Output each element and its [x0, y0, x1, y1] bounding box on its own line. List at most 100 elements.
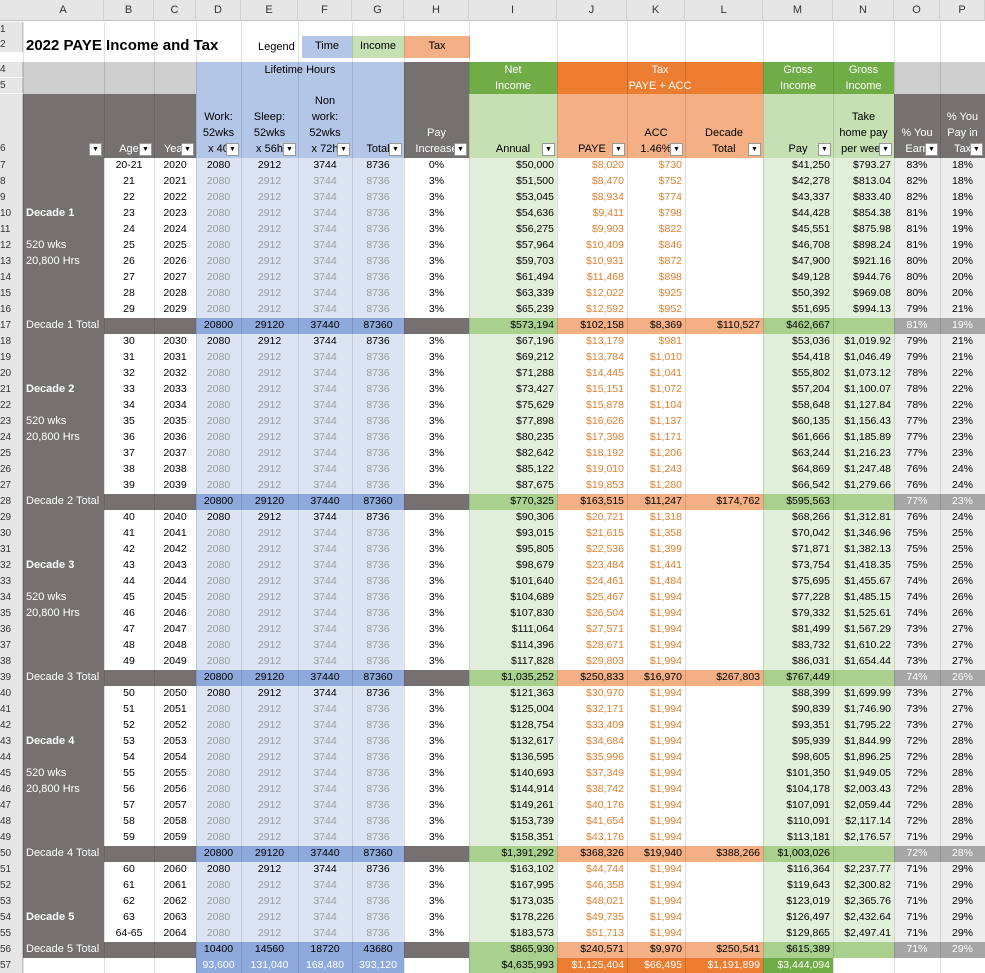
row-header[interactable]: 50: [0, 846, 23, 862]
row-header[interactable]: 10: [0, 206, 23, 222]
gpay-header-filter[interactable]: ▼: [818, 143, 831, 156]
youpay-header-filter[interactable]: ▼: [970, 143, 983, 156]
annual-net-cell: $67,196: [516, 335, 554, 347]
row-header[interactable]: 52: [0, 878, 23, 894]
nonwork-header-filter[interactable]: ▼: [337, 143, 350, 156]
row-header[interactable]: 47: [0, 798, 23, 814]
row-header[interactable]: 8: [0, 174, 23, 190]
annual-header-filter[interactable]: ▼: [542, 143, 555, 156]
row-header[interactable]: 56: [0, 942, 23, 958]
work-hours-cell: 2080: [206, 511, 231, 523]
paye-cell: $23,484: [586, 559, 624, 571]
row-header[interactable]: 53: [0, 894, 23, 910]
row-header[interactable]: 44: [0, 750, 23, 766]
sleep-header-filter[interactable]: ▼: [283, 143, 296, 156]
row-header[interactable]: 15: [0, 286, 23, 302]
row-header[interactable]: 51: [0, 862, 23, 878]
row-header[interactable]: 34: [0, 590, 23, 606]
decade-total-label: Decade 5 Total: [26, 943, 100, 955]
annual-net-cell: $73,427: [516, 383, 554, 395]
row-header[interactable]: 33: [0, 574, 23, 590]
grand-acc: $66,495: [644, 959, 682, 971]
a-filter[interactable]: ▼: [89, 143, 102, 156]
row-header[interactable]: 54: [0, 910, 23, 926]
row-header[interactable]: 14: [0, 270, 23, 286]
row-header[interactable]: 16: [0, 302, 23, 318]
work-header-filter[interactable]: ▼: [226, 143, 239, 156]
row-header[interactable]: 43: [0, 734, 23, 750]
column-header-p[interactable]: P: [940, 0, 985, 21]
row-header[interactable]: 36: [0, 622, 23, 638]
row-header[interactable]: 31: [0, 542, 23, 558]
row-header[interactable]: 45: [0, 766, 23, 782]
row-header[interactable]: 39: [0, 670, 23, 686]
column-header-i[interactable]: I: [469, 0, 557, 21]
acc-cell: $774: [658, 191, 682, 203]
row-header[interactable]: 46: [0, 782, 23, 798]
row-header[interactable]: 5: [0, 78, 23, 93]
year-cell: 2049: [163, 655, 187, 667]
row-header[interactable]: 6: [0, 94, 23, 158]
pay-increase-cell: 3%: [428, 719, 445, 731]
total-header-filter[interactable]: ▼: [389, 143, 402, 156]
row-header[interactable]: 12: [0, 238, 23, 254]
nonwork-hours-cell: 3744: [313, 543, 337, 555]
row-header[interactable]: 13: [0, 254, 23, 270]
row-header[interactable]: 4: [0, 62, 23, 77]
column-header-e[interactable]: E: [241, 0, 298, 21]
column-header-d[interactable]: D: [196, 0, 241, 21]
row-header[interactable]: 35: [0, 606, 23, 622]
row-header[interactable]: 9: [0, 190, 23, 206]
column-header-k[interactable]: K: [627, 0, 685, 21]
column-header-f[interactable]: F: [298, 0, 352, 21]
row-header[interactable]: 42: [0, 718, 23, 734]
row-header[interactable]: 28: [0, 494, 23, 510]
age-header-filter[interactable]: ▼: [139, 143, 152, 156]
column-header-g[interactable]: G: [352, 0, 404, 21]
row-header[interactable]: 38: [0, 654, 23, 670]
row-header[interactable]: 24: [0, 430, 23, 446]
row-header[interactable]: 23: [0, 414, 23, 430]
column-header-b[interactable]: B: [104, 0, 154, 21]
column-header-n[interactable]: N: [833, 0, 894, 21]
row-header[interactable]: 48: [0, 814, 23, 830]
column-header-o[interactable]: O: [894, 0, 940, 21]
row-header[interactable]: 1: [0, 22, 23, 37]
decade-header-filter[interactable]: ▼: [748, 143, 761, 156]
row-header[interactable]: 21: [0, 382, 23, 398]
row-header[interactable]: 57: [0, 958, 23, 973]
row-header[interactable]: 37: [0, 638, 23, 654]
year-header-filter[interactable]: ▼: [181, 143, 194, 156]
pay-inc-header-filter[interactable]: ▼: [454, 143, 467, 156]
row-header[interactable]: 30: [0, 526, 23, 542]
row-header[interactable]: 19: [0, 350, 23, 366]
column-header-c[interactable]: C: [154, 0, 196, 21]
annual-net-cell: $132,617: [510, 735, 554, 747]
take-header-filter[interactable]: ▼: [879, 143, 892, 156]
column-header-l[interactable]: L: [685, 0, 763, 21]
row-header[interactable]: 29: [0, 510, 23, 526]
row-header[interactable]: 32: [0, 558, 23, 574]
row-header[interactable]: 25: [0, 446, 23, 462]
column-header-h[interactable]: H: [404, 0, 469, 21]
row-header[interactable]: 17: [0, 318, 23, 334]
earn-header-filter[interactable]: ▼: [925, 143, 938, 156]
total-hours-cell: 8736: [366, 815, 390, 827]
row-header[interactable]: 27: [0, 478, 23, 494]
column-header-a[interactable]: A: [23, 0, 104, 21]
acc-header-filter[interactable]: ▼: [670, 143, 683, 156]
row-header[interactable]: 20: [0, 366, 23, 382]
row-header[interactable]: 7: [0, 158, 23, 174]
column-header-j[interactable]: J: [557, 0, 627, 21]
row-header[interactable]: 18: [0, 334, 23, 350]
row-header[interactable]: 26: [0, 462, 23, 478]
row-header[interactable]: 22: [0, 398, 23, 414]
row-header[interactable]: 11: [0, 222, 23, 238]
row-header[interactable]: 41: [0, 702, 23, 718]
row-header[interactable]: 40: [0, 686, 23, 702]
row-header[interactable]: 49: [0, 830, 23, 846]
row-header[interactable]: 55: [0, 926, 23, 942]
column-header-m[interactable]: M: [763, 0, 833, 21]
row-header[interactable]: 2: [0, 37, 23, 52]
paye-header-filter[interactable]: ▼: [612, 143, 625, 156]
